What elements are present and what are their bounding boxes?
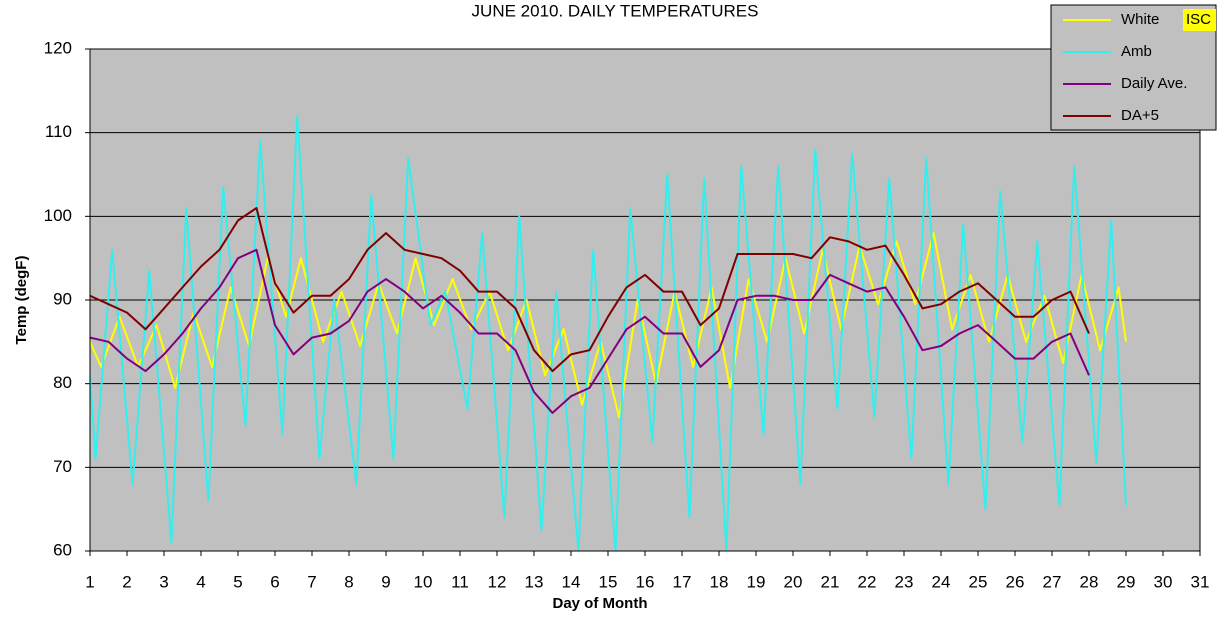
plot-border [89,48,1201,552]
x-tick-label: 22 [858,572,877,591]
x-tick-label: 23 [895,572,914,591]
annotation-highlight [1183,9,1216,31]
x-tick-label: 15 [599,572,618,591]
x-tick-label: 6 [270,572,279,591]
x-tick-label: 1 [85,572,94,591]
y-tick-label: 70 [53,457,72,476]
legend-label: White [1121,11,1159,28]
legend-label: Daily Ave. [1121,75,1187,92]
x-axis-label: Day of Month [553,595,648,612]
x-tick-label: 12 [488,572,507,591]
x-tick-label: 9 [381,572,390,591]
y-tick-label: 90 [53,289,72,308]
x-tick-label: 16 [636,572,655,591]
x-tick-label: 30 [1154,572,1173,591]
x-tick-label: 13 [525,572,544,591]
x-tick-label: 4 [196,572,205,591]
x-tick-label: 17 [673,572,692,591]
x-tick-label: 2 [122,572,131,591]
y-tick-label: 80 [53,373,72,392]
y-tick-label: 120 [44,38,72,57]
x-tick-label: 21 [821,572,840,591]
series-line [90,207,1090,373]
x-tick-label: 7 [307,572,316,591]
annotation: ISC [1186,11,1211,28]
x-tick-label: 19 [747,572,766,591]
x-tick-label: 20 [784,572,803,591]
y-tick-label: 100 [44,206,72,225]
x-tick-label: 3 [159,572,168,591]
x-tick-label: 31 [1191,572,1210,591]
x-tick-label: 29 [1117,572,1136,591]
legend-label: Amb [1121,43,1152,60]
x-tick-label: 14 [562,572,581,591]
y-tick-label: 110 [45,122,72,141]
y-axis-label: Temp (degF) [13,256,30,345]
x-tick-label: 24 [932,572,951,591]
chart-title: JUNE 2010. DAILY TEMPERATURES [472,1,759,20]
x-tick-label: 8 [344,572,353,591]
series-line [90,248,1090,414]
series-line [90,232,1127,419]
x-tick-label: 11 [451,572,469,591]
x-tick-label: 25 [969,572,988,591]
x-tick-label: 26 [1006,572,1025,591]
y-tick-label: 60 [53,540,72,559]
x-tick-label: 28 [1080,572,1099,591]
x-tick-label: 5 [233,572,242,591]
legend-label: DA+5 [1121,107,1159,124]
x-tick-label: 10 [414,572,433,591]
x-tick-label: 18 [710,572,729,591]
x-tick-label: 27 [1043,572,1062,591]
series-line [90,114,1127,551]
